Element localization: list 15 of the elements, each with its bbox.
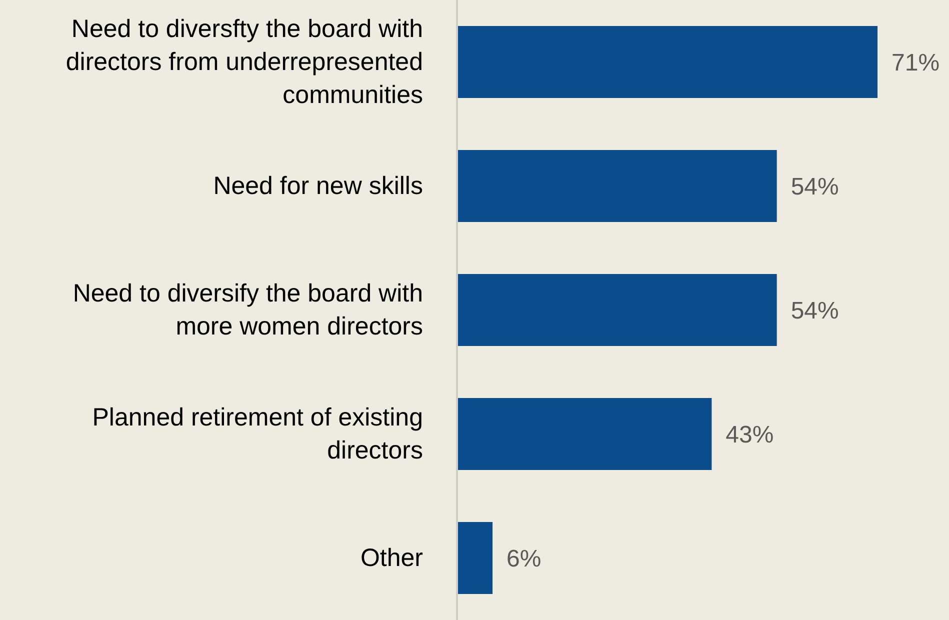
y-tick-label: Need to diversfty the board with directors from underrepresented communities — [66, 15, 423, 109]
bar — [457, 398, 712, 470]
data-label: 71% — [892, 50, 940, 77]
y-tick-label: Planned retirement of existing directors — [92, 404, 423, 464]
data-label: 54% — [790, 298, 839, 325]
y-tick-label: Need to diversify the board with more women directors — [72, 280, 423, 340]
bar — [457, 150, 777, 222]
y-tick-label: Need for new skills — [213, 172, 423, 200]
data-label: 54% — [790, 174, 839, 201]
bar — [457, 522, 493, 594]
bar — [457, 274, 777, 346]
bar — [457, 26, 878, 98]
y-tick-label: Other — [360, 544, 423, 572]
data-label: 43% — [726, 422, 774, 449]
data-label: 6% — [506, 546, 542, 573]
